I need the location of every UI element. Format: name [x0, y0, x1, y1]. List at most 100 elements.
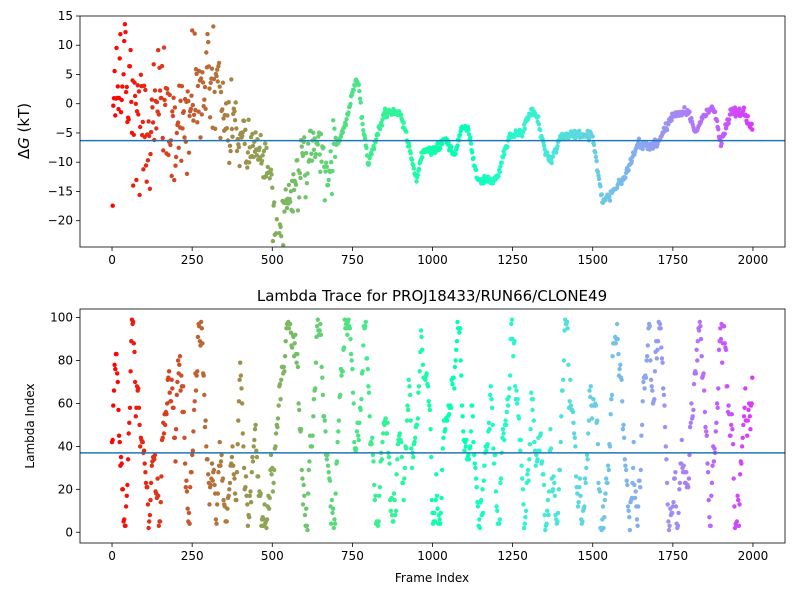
dg-point — [190, 102, 195, 108]
lambda-point — [148, 497, 153, 503]
dg-point — [626, 168, 631, 173]
lambda-point — [521, 525, 527, 531]
dg-point — [270, 185, 275, 190]
dg-point — [498, 164, 503, 169]
lambda-point — [502, 437, 507, 443]
lambda-point — [672, 476, 677, 481]
dg-point — [420, 155, 425, 160]
lambda-point — [136, 405, 142, 410]
dg-point — [268, 167, 274, 172]
dg-y-axis-label: ΔG (kT) — [15, 103, 33, 159]
dg-point — [194, 71, 199, 77]
dg-point — [123, 89, 129, 95]
lambda-point — [177, 362, 182, 367]
dg-point — [499, 160, 504, 165]
dg-point — [416, 166, 422, 172]
lambda-point — [399, 454, 404, 460]
dg-point — [542, 147, 547, 152]
lambda-point — [606, 467, 611, 473]
dg-point — [175, 120, 181, 125]
dg-point — [143, 87, 148, 93]
lambda-point — [488, 392, 493, 398]
lambda-point — [200, 341, 205, 346]
dg-point — [311, 147, 317, 152]
lambda-point — [523, 508, 529, 513]
dg-point — [199, 112, 204, 117]
lambda-point — [354, 429, 360, 434]
lambda-point — [428, 427, 433, 432]
dg-point — [309, 158, 315, 163]
lambda-point — [231, 472, 236, 477]
lambda-point — [313, 386, 318, 391]
dg-point — [124, 84, 129, 90]
dg-point — [174, 130, 179, 136]
lambda-point — [636, 504, 641, 509]
lambda-point — [620, 427, 626, 432]
lambda-point — [400, 480, 406, 486]
lambda-point — [512, 339, 517, 344]
dg-point — [218, 89, 224, 95]
lambda-point — [686, 476, 692, 481]
lambda-point — [604, 476, 609, 481]
lambda-point — [168, 399, 174, 404]
lambda-point — [238, 360, 243, 365]
lambda-point — [486, 420, 492, 425]
lambda-point — [453, 358, 458, 363]
lambda-point — [731, 476, 736, 481]
dg-point — [598, 184, 603, 189]
lambda-point — [535, 457, 540, 462]
dg-point — [722, 131, 727, 136]
lambda-point — [218, 463, 223, 468]
lambda-point — [247, 493, 252, 498]
lambda-point — [380, 439, 385, 445]
lambda-point — [711, 459, 717, 464]
lambda-point — [603, 491, 608, 496]
lambda-point — [363, 319, 368, 325]
lambda-point — [231, 463, 236, 468]
dg-point — [326, 177, 331, 183]
lambda-point — [201, 373, 206, 378]
lambda-point — [626, 508, 631, 513]
lambda-point — [584, 465, 589, 471]
lambda-point — [318, 332, 324, 337]
lambda-point — [537, 448, 542, 453]
dg-point — [138, 124, 143, 130]
lambda-point — [618, 362, 623, 367]
lambda-point — [227, 487, 232, 492]
lambda-point — [325, 452, 330, 458]
lambda-point — [366, 384, 371, 389]
dg-point — [169, 173, 174, 179]
lambda-point — [208, 482, 213, 488]
lambda-point — [419, 334, 424, 340]
lambda-point — [538, 431, 543, 436]
dg-point — [151, 62, 156, 67]
lambda-point — [380, 431, 386, 436]
dg-point — [468, 141, 474, 146]
dg-point — [185, 89, 190, 94]
dg-point — [304, 181, 310, 186]
lambda-point — [573, 474, 579, 479]
lambda-point — [360, 369, 365, 374]
lambda-point — [203, 418, 208, 423]
dg-point — [411, 166, 417, 171]
lambda-point — [707, 515, 712, 520]
y-tick-label: −15 — [48, 184, 73, 198]
dg-point — [596, 173, 601, 178]
lambda-point — [306, 491, 311, 496]
dg-point — [302, 135, 307, 140]
lambda-point — [347, 326, 352, 331]
lambda-point — [268, 452, 274, 458]
lambda-point — [525, 467, 531, 473]
lambda-point — [220, 476, 226, 481]
lambda-point — [480, 510, 486, 516]
lambda-point — [384, 431, 390, 436]
lambda-point — [111, 388, 117, 393]
dg-point — [147, 186, 153, 191]
lambda-point — [605, 480, 610, 486]
lambda-point — [570, 409, 576, 415]
lambda-point — [505, 403, 511, 408]
lambda-point — [393, 512, 398, 518]
dg-point — [312, 136, 317, 141]
dg-point — [505, 144, 510, 150]
lambda-point — [361, 343, 366, 348]
